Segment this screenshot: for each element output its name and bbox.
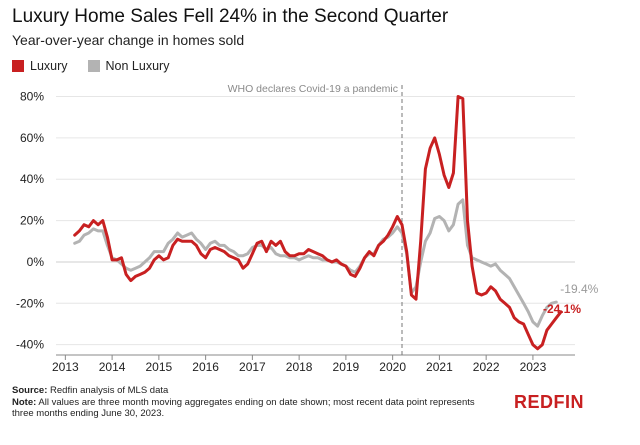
legend: Luxury Non Luxury (12, 59, 169, 73)
note-label: Note: (12, 396, 37, 408)
legend-label-luxury: Luxury (30, 59, 68, 73)
legend-item-non-luxury: Non Luxury (87, 59, 170, 73)
y-tick-label: 0% (27, 255, 45, 269)
y-tick-label: -20% (16, 296, 44, 310)
note-line: Note: All values are three month moving … (12, 397, 492, 420)
x-tick-label: 2019 (333, 360, 360, 374)
redfin-logo: REDFIN (514, 392, 584, 412)
x-tick-label: 2023 (520, 360, 547, 374)
x-tick-label: 2022 (473, 360, 500, 374)
x-tick-label: 2017 (239, 360, 266, 374)
y-tick-label: 80% (20, 90, 44, 104)
chart-title: Luxury Home Sales Fell 24% in the Second… (12, 6, 449, 27)
y-tick-label: 40% (20, 172, 44, 186)
end-label-luxury: -24.1% (543, 302, 581, 316)
x-tick-label: 2018 (286, 360, 313, 374)
chart-footer: Source: Redfin analysis of MLS data Note… (12, 385, 492, 420)
y-tick-label: 60% (20, 131, 44, 145)
series-line-luxury (73, 95, 563, 351)
note-text: All values are three month moving aggreg… (12, 396, 475, 420)
x-tick-label: 2015 (146, 360, 173, 374)
x-tick-label: 2014 (99, 360, 126, 374)
x-tick-label: 2016 (192, 360, 219, 374)
chart-subtitle: Year-over-year change in homes sold (12, 32, 245, 48)
x-tick-label: 2020 (379, 360, 406, 374)
source-line: Source: Redfin analysis of MLS data (12, 385, 492, 397)
y-tick-label: -40% (16, 338, 44, 352)
source-label: Source: (12, 385, 48, 396)
legend-swatch-non-luxury (87, 60, 100, 72)
y-tick-label: 20% (20, 214, 44, 228)
series-line-non-luxury (73, 198, 558, 328)
end-label-non-luxury: -19.4% (560, 282, 598, 296)
legend-label-non-luxury: Non Luxury (105, 59, 170, 73)
source-text: Redfin analysis of MLS data (50, 385, 169, 396)
legend-item-luxury: Luxury (12, 59, 68, 73)
x-tick-label: 2021 (426, 360, 453, 374)
legend-swatch-luxury (12, 60, 24, 72)
pandemic-annotation: WHO declares Covid-19 a pandemic (228, 83, 398, 95)
x-tick-label: 2013 (52, 360, 79, 374)
chart-plot: 80% 60% 40% 20% 0% -20% -40% 2013 2014 2015 2016 20… (16, 83, 599, 374)
